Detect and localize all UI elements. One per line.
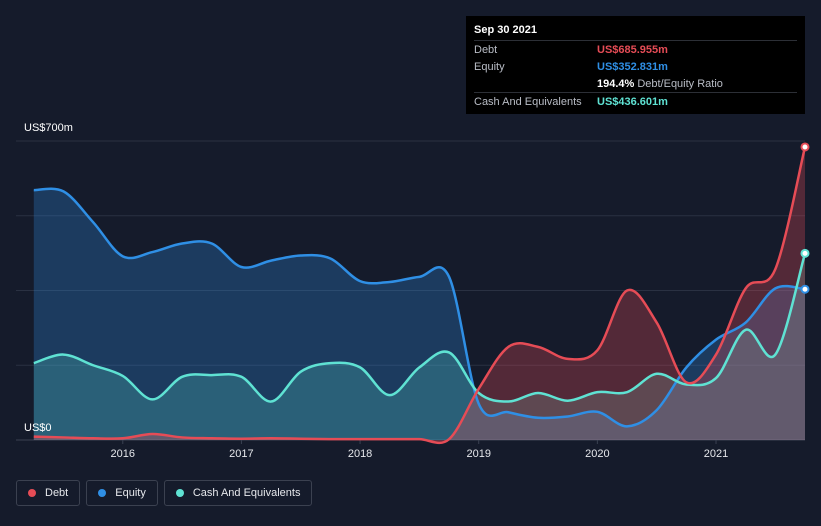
equity-line	[33, 187, 806, 428]
tooltip-date: Sep 30 2021	[474, 24, 537, 36]
tooltip-equity-label: Equity	[474, 60, 505, 73]
tooltip-debt-label: Debt	[474, 43, 498, 56]
chart-legend: Debt Equity Cash And Equivalents	[16, 480, 313, 506]
cash-dot-icon	[175, 489, 184, 497]
legend-item-cash[interactable]: Cash And Equivalents	[163, 480, 313, 506]
x-tick-label-2018: 2018	[348, 448, 372, 460]
equity-dot-icon	[98, 489, 107, 497]
x-tick-label-2021: 2021	[704, 448, 728, 460]
y-axis-max-label: US$700m	[24, 122, 73, 134]
tooltip-cash-label: Cash And Equivalents	[474, 95, 582, 108]
debt-end-marker	[800, 142, 810, 152]
tooltip-equity-value: US$352.831m	[597, 60, 668, 73]
legend-cash-label: Cash And Equivalents	[192, 487, 301, 499]
tooltip-row-debt: Debt US$685.955m	[474, 40, 797, 58]
debt-line	[33, 146, 807, 445]
x-tick-label-2016: 2016	[111, 448, 135, 460]
tooltip-cash-value: US$436.601m	[597, 95, 668, 108]
equity-area	[33, 188, 805, 440]
legend-debt-label: Debt	[45, 487, 69, 499]
debt-area	[33, 146, 805, 443]
debt-equity-chart: 2016 2017 2018 2019 2020 2021	[16, 140, 810, 460]
cash-and-equivalents-end-marker	[800, 248, 810, 258]
x-tick-label-2019: 2019	[466, 448, 490, 460]
data-tooltip: Sep 30 2021 Debt US$685.955m Equity US$3…	[466, 16, 805, 114]
x-tick-label-2020: 2020	[585, 448, 609, 460]
tooltip-ratio-caption: Debt/Equity Ratio	[637, 77, 723, 90]
cash-and-equivalents-line	[33, 252, 807, 403]
tooltip-row-cash: Cash And Equivalents US$436.601m	[474, 92, 797, 110]
debt-dot-icon	[28, 489, 36, 497]
y-axis-min-label: US$0	[24, 422, 52, 434]
legend-equity-label: Equity	[115, 487, 146, 499]
tooltip-row-equity: Equity US$352.831m	[474, 58, 797, 75]
legend-item-debt[interactable]: Debt	[16, 480, 81, 506]
legend-item-equity[interactable]: Equity	[86, 480, 158, 506]
tooltip-ratio-value: 194.4%	[597, 77, 635, 90]
tooltip-row-ratio: 194.4% Debt/Equity Ratio	[474, 75, 797, 92]
tooltip-debt-value: US$685.955m	[597, 43, 668, 56]
x-tick-label-2017: 2017	[229, 448, 253, 460]
equity-end-marker	[800, 284, 810, 294]
